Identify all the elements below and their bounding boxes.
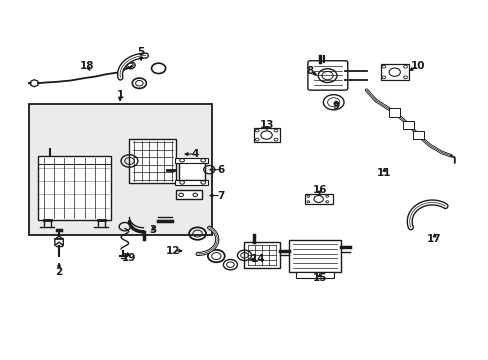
Bar (296, 271, 333, 279)
Bar (244, 242, 279, 268)
Bar (388, 108, 400, 117)
Polygon shape (55, 236, 63, 246)
Text: 11: 11 (376, 168, 391, 178)
Bar (28, 104, 211, 235)
Text: 15: 15 (312, 274, 326, 283)
Bar (380, 64, 408, 80)
Text: 1: 1 (116, 90, 123, 100)
Bar (38, 156, 110, 220)
Bar (402, 121, 414, 129)
Bar (253, 128, 279, 142)
Bar (175, 180, 208, 185)
Bar (176, 190, 202, 199)
Text: 3: 3 (149, 225, 156, 235)
Text: 6: 6 (217, 165, 224, 175)
Bar (129, 139, 176, 184)
Text: 7: 7 (217, 190, 224, 201)
Bar (412, 131, 423, 139)
Text: 12: 12 (165, 246, 180, 256)
Text: 9: 9 (332, 101, 339, 111)
Text: 4: 4 (191, 149, 199, 159)
Text: 19: 19 (122, 253, 136, 263)
Bar (288, 240, 340, 271)
Polygon shape (31, 80, 38, 87)
Text: 5: 5 (137, 47, 144, 57)
Text: 18: 18 (80, 61, 94, 71)
Text: 13: 13 (259, 120, 274, 130)
Text: 8: 8 (306, 66, 313, 76)
Bar (175, 158, 208, 163)
Text: 14: 14 (251, 255, 265, 265)
Bar (304, 194, 332, 204)
Text: 17: 17 (427, 234, 441, 244)
Text: 10: 10 (410, 61, 425, 71)
Text: 16: 16 (312, 185, 326, 195)
Bar (179, 159, 204, 180)
Text: 2: 2 (55, 267, 62, 276)
FancyBboxPatch shape (307, 61, 347, 90)
